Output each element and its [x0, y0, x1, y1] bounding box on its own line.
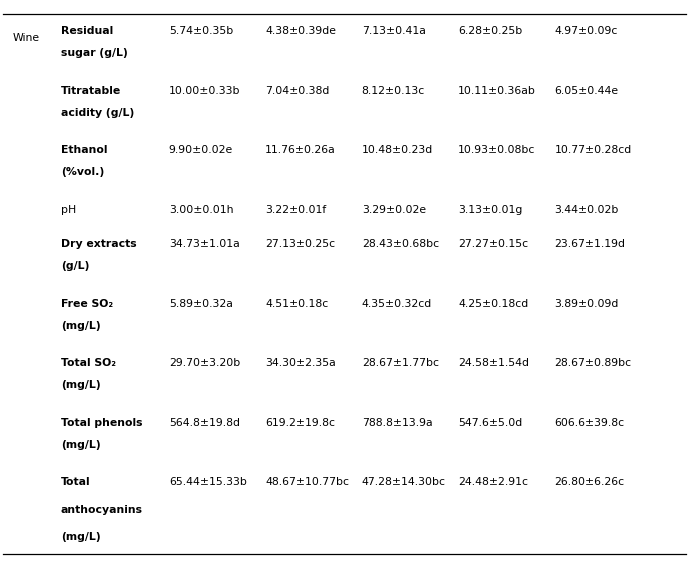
Text: 10.93±0.08bc: 10.93±0.08bc [458, 145, 535, 155]
Text: 28.43±0.68bc: 28.43±0.68bc [362, 239, 439, 249]
Text: 23.67±1.19d: 23.67±1.19d [555, 239, 626, 249]
Text: (g/L): (g/L) [61, 261, 89, 271]
Text: 10.48±0.23d: 10.48±0.23d [362, 145, 433, 155]
Text: 3.13±0.01g: 3.13±0.01g [458, 205, 522, 215]
Text: 788.8±13.9a: 788.8±13.9a [362, 418, 433, 428]
Text: 3.44±0.02b: 3.44±0.02b [555, 205, 619, 215]
Text: pH: pH [61, 205, 76, 215]
Text: 3.89±0.09d: 3.89±0.09d [555, 299, 619, 309]
Text: 48.67±10.77bc: 48.67±10.77bc [265, 477, 349, 486]
Text: Dry extracts: Dry extracts [61, 239, 136, 249]
Text: 4.51±0.18c: 4.51±0.18c [265, 299, 329, 309]
Text: 29.70±3.20b: 29.70±3.20b [169, 358, 240, 369]
Text: 65.44±15.33b: 65.44±15.33b [169, 477, 247, 486]
Text: 47.28±14.30bc: 47.28±14.30bc [362, 477, 446, 486]
Text: 7.04±0.38d: 7.04±0.38d [265, 86, 329, 96]
Text: 10.77±0.28cd: 10.77±0.28cd [555, 145, 632, 155]
Text: 27.13±0.25c: 27.13±0.25c [265, 239, 336, 249]
Text: acidity (g/L): acidity (g/L) [61, 108, 134, 118]
Text: 3.29±0.02e: 3.29±0.02e [362, 205, 426, 215]
Text: 3.00±0.01h: 3.00±0.01h [169, 205, 234, 215]
Text: 28.67±1.77bc: 28.67±1.77bc [362, 358, 439, 369]
Text: 7.13±0.41a: 7.13±0.41a [362, 26, 426, 36]
Text: (mg/L): (mg/L) [61, 531, 101, 541]
Text: Free SO₂: Free SO₂ [61, 299, 113, 309]
Text: 24.48±2.91c: 24.48±2.91c [458, 477, 528, 486]
Text: (mg/L): (mg/L) [61, 380, 101, 390]
Text: 606.6±39.8c: 606.6±39.8c [555, 418, 625, 428]
Text: 10.00±0.33b: 10.00±0.33b [169, 86, 240, 96]
Text: 28.67±0.89bc: 28.67±0.89bc [555, 358, 632, 369]
Text: 24.58±1.54d: 24.58±1.54d [458, 358, 529, 369]
Text: 9.90±0.02e: 9.90±0.02e [169, 145, 233, 155]
Text: 4.38±0.39de: 4.38±0.39de [265, 26, 336, 36]
Text: sugar (g/L): sugar (g/L) [61, 48, 127, 58]
Text: 6.05±0.44e: 6.05±0.44e [555, 86, 619, 96]
Text: 11.76±0.26a: 11.76±0.26a [265, 145, 336, 155]
Text: (mg/L): (mg/L) [61, 440, 101, 450]
Text: Total phenols: Total phenols [61, 418, 142, 428]
Text: Total SO₂: Total SO₂ [61, 358, 116, 369]
Text: Total: Total [61, 477, 90, 486]
Text: 26.80±6.26c: 26.80±6.26c [555, 477, 625, 486]
Text: 4.35±0.32cd: 4.35±0.32cd [362, 299, 432, 309]
Text: Titratable: Titratable [61, 86, 121, 96]
Text: 34.73±1.01a: 34.73±1.01a [169, 239, 240, 249]
Text: 619.2±19.8c: 619.2±19.8c [265, 418, 336, 428]
Text: 4.25±0.18cd: 4.25±0.18cd [458, 299, 528, 309]
Text: 547.6±5.0d: 547.6±5.0d [458, 418, 522, 428]
Text: anthocyanins: anthocyanins [61, 505, 143, 515]
Text: (%vol.): (%vol.) [61, 167, 104, 177]
Text: Wine: Wine [12, 34, 39, 43]
Text: Residual: Residual [61, 26, 113, 36]
Text: 10.11±0.36ab: 10.11±0.36ab [458, 86, 536, 96]
Text: 5.74±0.35b: 5.74±0.35b [169, 26, 233, 36]
Text: Ethanol: Ethanol [61, 145, 107, 155]
Text: 27.27±0.15c: 27.27±0.15c [458, 239, 528, 249]
Text: 564.8±19.8d: 564.8±19.8d [169, 418, 240, 428]
Text: 34.30±2.35a: 34.30±2.35a [265, 358, 336, 369]
Text: 8.12±0.13c: 8.12±0.13c [362, 86, 425, 96]
Text: 6.28±0.25b: 6.28±0.25b [458, 26, 522, 36]
Text: 5.89±0.32a: 5.89±0.32a [169, 299, 233, 309]
Text: 4.97±0.09c: 4.97±0.09c [555, 26, 618, 36]
Text: (mg/L): (mg/L) [61, 321, 101, 331]
Text: 3.22±0.01f: 3.22±0.01f [265, 205, 327, 215]
